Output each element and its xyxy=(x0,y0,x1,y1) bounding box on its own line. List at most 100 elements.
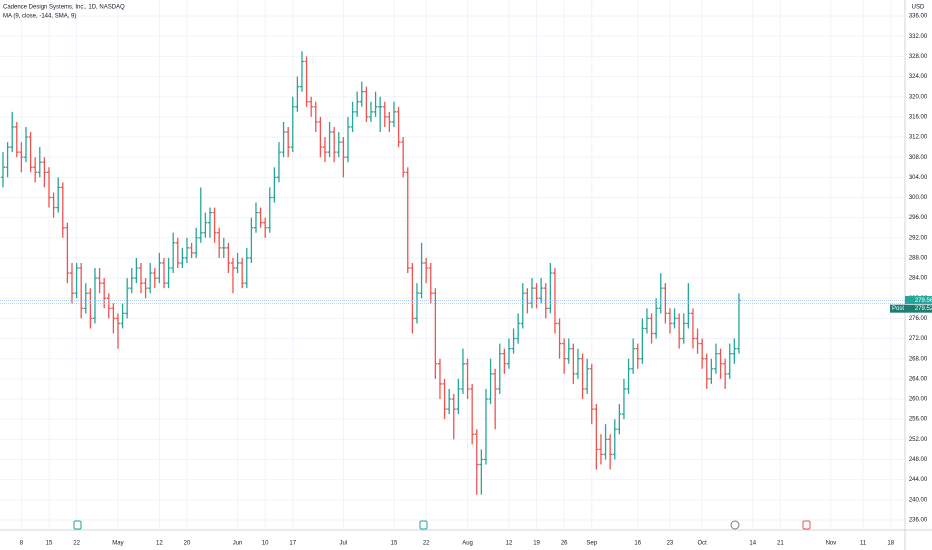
ohlc-bar xyxy=(102,278,107,309)
x-tick-label: Jun xyxy=(233,541,243,547)
ohlc-bar xyxy=(539,278,544,304)
ohlc-bar xyxy=(19,142,24,173)
ohlc-bar xyxy=(585,358,590,394)
ohlc-bar xyxy=(97,268,102,294)
ohlc-bar xyxy=(327,121,332,158)
ohlc-bar xyxy=(272,167,277,203)
ohlc-bar xyxy=(180,247,185,269)
ohlc-bar xyxy=(51,192,56,218)
ohlc-bar xyxy=(488,358,493,405)
ohlc-bar xyxy=(534,283,539,309)
ohlc-bar xyxy=(138,262,143,294)
ohlc-bar xyxy=(543,283,548,319)
earnings-icon[interactable] xyxy=(802,520,811,530)
y-tick-label: 256.00 xyxy=(909,417,928,423)
ohlc-bar xyxy=(336,131,341,158)
y-tick-label: 236.00 xyxy=(909,518,928,524)
ohlc-bar xyxy=(727,343,732,379)
ohlc-bar xyxy=(33,157,38,183)
x-tick-label: 20 xyxy=(184,541,191,547)
ohlc-bar xyxy=(571,343,576,384)
y-tick-label: 252.00 xyxy=(909,437,928,443)
y-tick-label: 244.00 xyxy=(909,477,928,483)
ohlc-bar xyxy=(74,262,79,299)
ohlc-bar xyxy=(516,313,521,344)
y-tick-label: 248.00 xyxy=(909,457,928,463)
ohlc-bar xyxy=(387,111,392,132)
ohlc-bar xyxy=(313,101,318,132)
ohlc-bar xyxy=(635,343,640,369)
ohlc-bar xyxy=(654,298,659,339)
ohlc-bar xyxy=(0,152,5,188)
ohlc-bar xyxy=(373,91,378,117)
ohlc-bar xyxy=(143,278,148,299)
ohlc-bar xyxy=(474,429,479,495)
y-tick-label: 288.00 xyxy=(909,256,928,262)
ohlc-bar xyxy=(46,167,51,208)
ohlc-bar xyxy=(608,434,613,470)
x-tick-label: 12 xyxy=(156,541,163,547)
ohlc-bar xyxy=(465,358,470,400)
ohlc-bar xyxy=(401,137,406,178)
ohlc-bar xyxy=(594,404,599,470)
currency-label: USD xyxy=(912,5,925,11)
ohlc-bar xyxy=(42,157,47,188)
ohlc-bar xyxy=(166,257,171,289)
ohlc-bar xyxy=(520,283,525,329)
ohlc-bar xyxy=(626,358,631,394)
last-price-label: 279.56 xyxy=(915,298,932,304)
x-tick-label: 12 xyxy=(506,541,513,547)
x-tick-label: May xyxy=(112,541,123,547)
ohlc-bar xyxy=(631,338,636,374)
ohlc-bar xyxy=(732,338,737,364)
x-tick-label: 14 xyxy=(749,541,756,547)
event-icon[interactable] xyxy=(730,520,740,530)
ohlc-bar xyxy=(125,278,130,319)
ohlc-bar xyxy=(37,147,42,178)
symbol-legend[interactable]: Cadence Design Systems, Inc., 1D, NASDAQ xyxy=(3,5,125,11)
bars xyxy=(0,51,741,495)
y-tick-label: 332.00 xyxy=(909,34,928,40)
y-tick-label: 260.00 xyxy=(909,397,928,403)
ohlc-bar xyxy=(249,217,254,263)
ohlc-bar xyxy=(709,358,714,384)
ohlc-bar xyxy=(28,131,33,173)
ohlc-bar xyxy=(5,142,10,178)
x-tick-label: 21 xyxy=(777,541,784,547)
ohlc-bar xyxy=(253,202,258,233)
x-tick-label: 15 xyxy=(46,541,53,547)
x-tick-label: 10 xyxy=(262,541,269,547)
earnings-icon[interactable] xyxy=(419,520,428,530)
x-tick-label: Jul xyxy=(340,541,348,547)
ohlc-bar xyxy=(548,262,553,314)
ohlc-bar xyxy=(83,283,88,314)
x-tick-label: Sep xyxy=(586,541,597,547)
y-tick-label: 324.00 xyxy=(909,74,928,80)
ohlc-bar xyxy=(695,328,700,354)
indicator-legend[interactable]: MA (9, close, -144, SMA, 9) xyxy=(3,14,76,20)
ohlc-bar xyxy=(65,222,70,284)
ohlc-bar xyxy=(23,126,28,163)
ohlc-bar xyxy=(341,137,346,178)
ohlc-bar xyxy=(506,338,511,369)
ohlc-bar xyxy=(350,101,355,132)
ohlc-bar xyxy=(382,101,387,127)
x-tick-label: 19 xyxy=(533,541,540,547)
y-tick-label: 268.00 xyxy=(909,356,928,362)
ohlc-bar xyxy=(161,257,166,289)
ohlc-bar xyxy=(290,96,295,153)
ohlc-bar xyxy=(460,348,465,394)
earnings-icon[interactable] xyxy=(73,520,82,530)
ohlc-bar xyxy=(723,358,728,389)
ohlc-bar xyxy=(281,121,286,158)
ohlc-bar xyxy=(276,142,281,183)
x-tick-label: 26 xyxy=(561,541,568,547)
y-tick-label: 292.00 xyxy=(909,235,928,241)
ohlc-bar xyxy=(525,288,530,314)
ohlc-bar xyxy=(575,348,580,379)
ohlc-bar xyxy=(171,232,176,274)
ohlc-bar xyxy=(704,353,709,389)
ohlc-bar xyxy=(718,348,723,379)
